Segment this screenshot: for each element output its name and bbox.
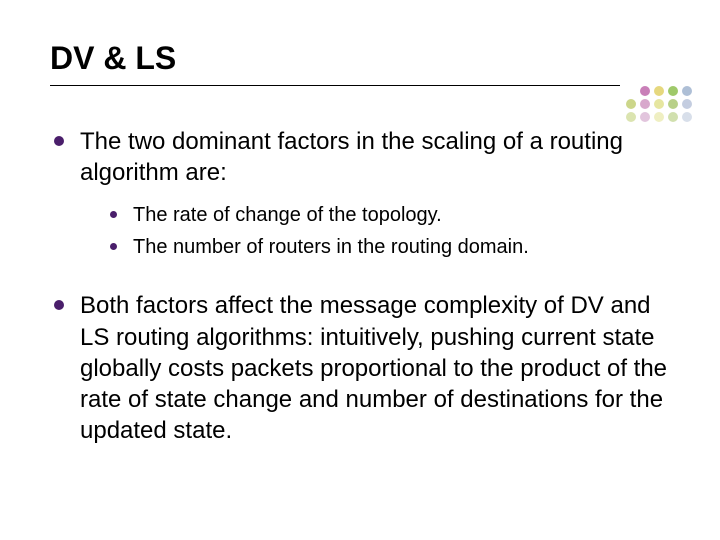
bullet-icon [110, 211, 117, 218]
bullet-text: The rate of change of the topology. [133, 202, 442, 228]
dot-icon [640, 99, 650, 109]
bullet-icon [54, 136, 64, 146]
dot-icon [682, 99, 692, 109]
dot-icon [640, 112, 650, 122]
bullet-level1: The two dominant factors in the scaling … [54, 126, 670, 188]
dot-icon [682, 86, 692, 96]
bullet-text: Both factors affect the message complexi… [80, 290, 670, 446]
slide-content: The two dominant factors in the scaling … [50, 126, 670, 446]
dot-icon [668, 112, 678, 122]
slide-title: DV & LS [50, 40, 670, 77]
bullet-icon [110, 243, 117, 250]
dot-icon [654, 99, 664, 109]
bullet-icon [54, 300, 64, 310]
bullet-level1: Both factors affect the message complexi… [54, 290, 670, 446]
dot-row [626, 86, 692, 96]
dot-icon [668, 99, 678, 109]
sub-bullets: The rate of change of the topology. The … [110, 202, 670, 260]
bullet-level2: The rate of change of the topology. [110, 202, 670, 228]
title-underline [50, 85, 620, 86]
dot-icon [626, 99, 636, 109]
decorative-dots [626, 86, 692, 122]
dot-row [626, 112, 692, 122]
slide: DV & LS The two dominant factors in the … [0, 0, 720, 540]
dot-icon [668, 86, 678, 96]
bullet-level2: The number of routers in the routing dom… [110, 234, 670, 260]
dot-row [626, 99, 692, 109]
bullet-text: The two dominant factors in the scaling … [80, 126, 670, 188]
dot-icon [682, 112, 692, 122]
dot-icon [626, 112, 636, 122]
dot-icon [654, 86, 664, 96]
dot-icon [654, 112, 664, 122]
bullet-text: The number of routers in the routing dom… [133, 234, 529, 260]
dot-icon [640, 86, 650, 96]
